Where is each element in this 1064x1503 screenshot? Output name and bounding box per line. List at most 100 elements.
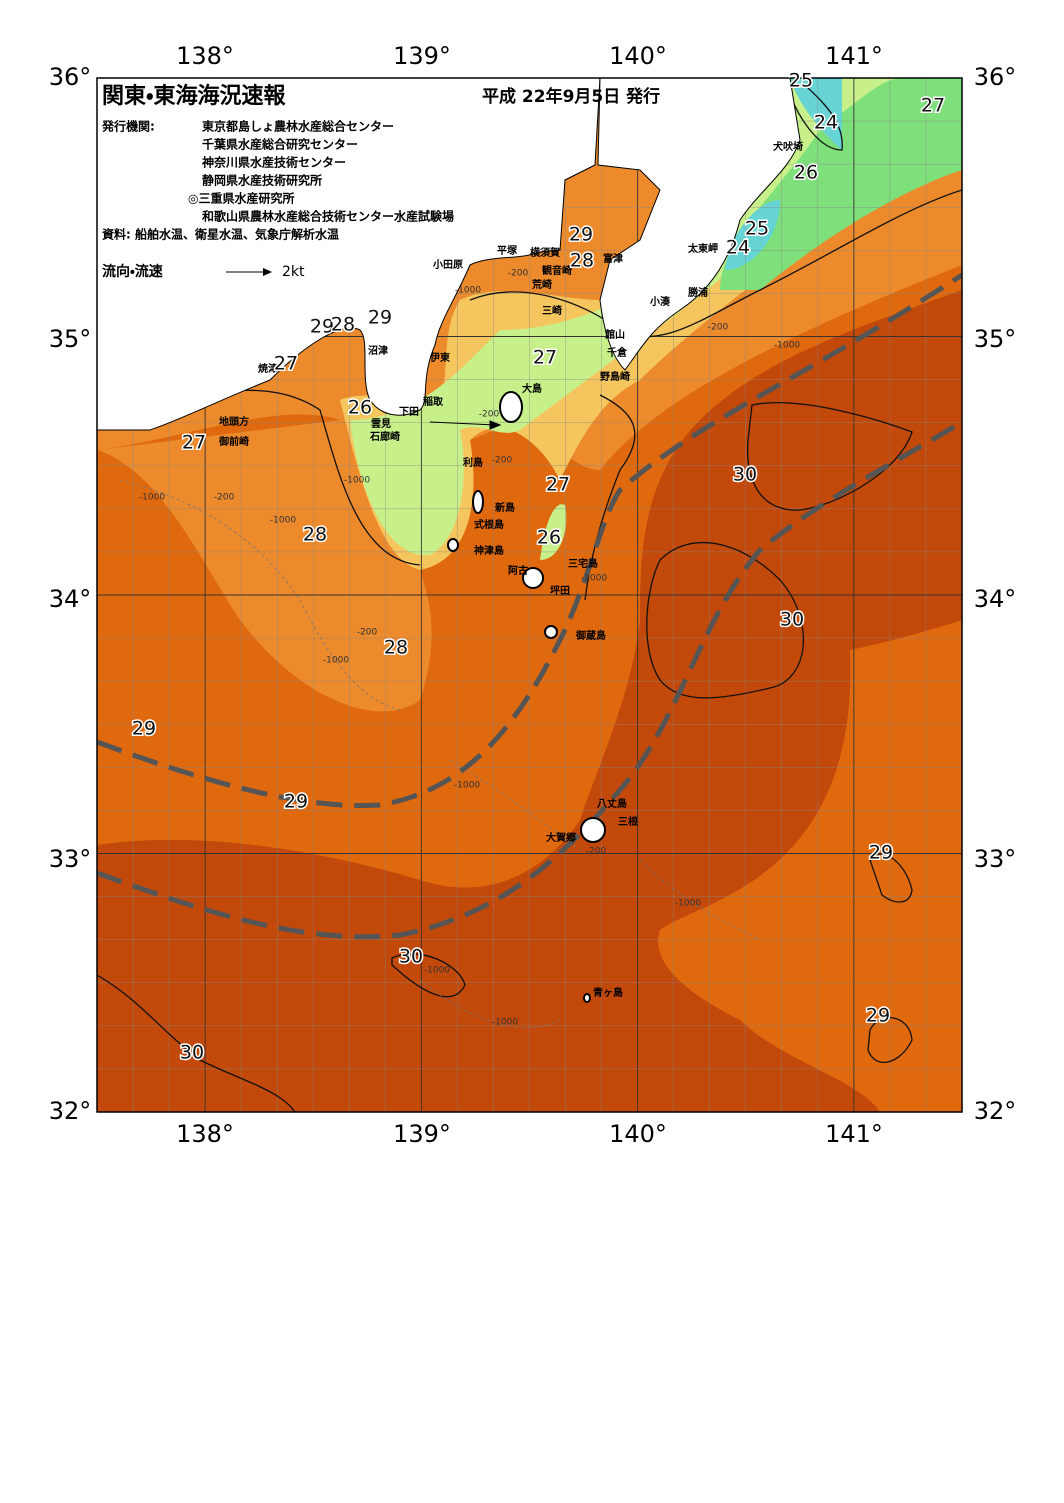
- map-frame: [96, 77, 963, 1113]
- depth-label: -1000: [492, 1018, 518, 1028]
- lon-label: 139°: [393, 42, 451, 70]
- place-name: 石廊崎: [369, 430, 400, 443]
- data-source: 資料: 船舶水温、衛星水温、気象庁解析水温: [102, 227, 339, 242]
- legend-arrow-head: [263, 268, 272, 276]
- issuer-list: 東京都島しょ農林水産総合センター千葉県水産総合研究センター神奈川県水産技術センタ…: [188, 119, 454, 224]
- isotherm-label: 28: [570, 250, 594, 272]
- place-name: 勝浦: [688, 286, 708, 299]
- depth-label: -1000: [424, 966, 450, 976]
- flow-unit: 2kt: [282, 264, 305, 280]
- zone-26: [540, 504, 567, 560]
- depth-label: -1000: [774, 341, 800, 351]
- isotherm-label: 28: [303, 524, 327, 546]
- bathymetry: [119, 479, 761, 1029]
- place-name: 焼津: [258, 362, 278, 375]
- depth-label: -1000: [675, 899, 701, 909]
- place-name: 犬吠埼: [773, 140, 803, 153]
- depth-label: -1000: [270, 516, 296, 526]
- lon-label: 139°: [393, 1120, 451, 1148]
- depth-label: -1000: [139, 493, 165, 503]
- land-honshu: [97, 78, 601, 431]
- depth-label: -1000: [581, 574, 607, 584]
- place-name: 太東岬: [687, 242, 718, 255]
- place-name: 荒崎: [531, 278, 552, 291]
- isotherm-label: 29: [368, 307, 392, 329]
- place-name: 沼津: [368, 344, 388, 357]
- flow-legend: 流向・流速: [102, 263, 163, 280]
- isotherm-label: 26: [348, 397, 372, 419]
- lat-label: 32°: [49, 1097, 92, 1125]
- isotherm-label: 26: [794, 162, 818, 184]
- isotherm-label: 24: [814, 112, 838, 134]
- isotherm-label: 30: [180, 1042, 204, 1064]
- isotherm-label: 28: [384, 637, 408, 659]
- isotherm-label: 30: [733, 464, 757, 486]
- depth-label: -200: [479, 410, 500, 420]
- place-name: 小湊: [649, 295, 671, 308]
- place-name: 大島: [522, 382, 542, 395]
- isotherm-label: 27: [533, 347, 557, 369]
- zone-25: [720, 78, 962, 290]
- depth-label: -200: [492, 456, 513, 466]
- isotherm-label: 25: [745, 218, 769, 240]
- lon-label: 140°: [609, 42, 667, 70]
- issuer: 和歌山県農林水産総合技術センター水産試験場: [201, 209, 454, 224]
- lat-label: 33°: [49, 845, 92, 873]
- isotherm-label: 25: [789, 70, 813, 92]
- place-name: 阿古: [508, 564, 528, 577]
- isotherm-label: 29: [310, 316, 334, 338]
- isotherm-label: 27: [274, 353, 298, 375]
- sea-temperature: [97, 78, 962, 1112]
- depth-label: -1000: [454, 781, 480, 791]
- isotherm-label: 29: [132, 718, 156, 740]
- tokyo-bay: [565, 170, 660, 245]
- isotherm-label: 29: [866, 1005, 890, 1027]
- isotherm-label: 27: [546, 474, 570, 496]
- isotherm-label: 27: [182, 432, 206, 454]
- isotherm-label: 29: [569, 224, 593, 246]
- isotherm-label: 27: [921, 95, 945, 117]
- place-name: 富津: [603, 252, 623, 265]
- lon-label: 138°: [176, 1120, 234, 1148]
- place-name: 雲見: [371, 418, 391, 430]
- place-name: 新島: [494, 501, 515, 514]
- place-name: 御蔵島: [575, 629, 606, 642]
- isotherm-label: 24: [726, 237, 750, 259]
- place-name: 三根: [618, 815, 639, 828]
- place-name: 御前崎: [218, 435, 249, 448]
- land-boso: [597, 78, 801, 371]
- issuer: ◎三重県水産研究所: [188, 191, 294, 206]
- lat-label: 33°: [974, 845, 1017, 873]
- place-name: 観音崎: [542, 264, 572, 277]
- place-name: 伊東: [429, 351, 450, 364]
- issuer: 千葉県水産総合研究センター: [202, 137, 358, 152]
- depth-label: -1000: [323, 656, 349, 666]
- lon-label: 138°: [176, 42, 234, 70]
- lat-label: 34°: [974, 585, 1017, 613]
- title: 関東・東海海況速報: [102, 83, 286, 109]
- place-name: 式根島: [474, 518, 504, 531]
- depth-label: -1000: [344, 476, 370, 486]
- lat-label: 34°: [49, 585, 92, 613]
- place-name: 平塚: [497, 244, 518, 257]
- lat-label: 32°: [974, 1097, 1017, 1125]
- kuroshio-axis: [97, 272, 962, 940]
- isotherm-label: 29: [284, 791, 308, 813]
- zone-28: [97, 420, 432, 712]
- isotherm-label: 28: [331, 314, 355, 336]
- islands: [447, 391, 606, 1003]
- isotherm-label: 26: [537, 527, 561, 549]
- issuer: 静岡県水産技術研究所: [202, 173, 322, 188]
- isotherm-label: 30: [399, 946, 423, 968]
- issue-date: 平成 22年9月5日 発行: [482, 86, 660, 107]
- issuer-label: 発行機関:: [101, 119, 155, 134]
- place-name: 野島崎: [600, 370, 630, 383]
- lat-label: 35°: [974, 325, 1017, 353]
- place-name: 三宅島: [568, 557, 598, 570]
- zone-24: [790, 78, 842, 150]
- lat-label: 35°: [49, 325, 92, 353]
- lat-label: 36°: [49, 63, 92, 91]
- zone-24: [725, 200, 780, 270]
